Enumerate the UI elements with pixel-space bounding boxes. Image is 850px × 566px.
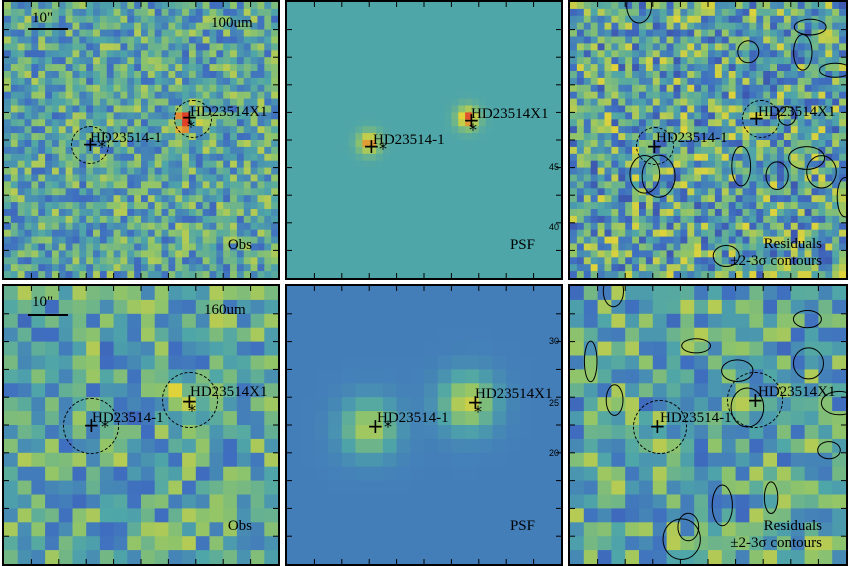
contour-line [793,347,824,380]
source-cross-icon: + [367,414,384,438]
source-label: HD23514X1 [475,386,553,402]
aperture-circle [162,372,218,428]
source-cross-icon: + [748,106,765,130]
source-label: HD23514X1 [190,104,268,120]
contour-line [806,155,837,189]
source-label: HD23514-1 [656,130,728,146]
contour-legend: ±2-3σ contours [730,535,822,551]
contour-line [836,177,846,218]
image-psf-160um [287,286,561,564]
source-label: HD23514-1 [90,130,162,146]
aperture-circle [742,100,780,138]
axis-tick: 20 [548,448,559,458]
source-label: HD23514X1 [471,106,549,122]
source-cross-icon: + [181,389,198,413]
panel-type-label: Residuals ±2-3σ contours [730,518,822,552]
contour-line [817,441,841,460]
image-obs-100um [4,2,278,278]
image-psf-100um [287,2,561,278]
contour-line [626,2,652,24]
scale-label: 10" [32,10,54,26]
aperture-circle [727,372,783,428]
band-label: 160um [204,302,246,318]
contour-line [711,484,733,527]
axis-tick: 40 [548,222,559,232]
contour-line [763,481,779,514]
band-label: 100um [211,15,253,31]
contour-line [677,512,700,542]
source-cross-icon: + [363,134,380,158]
contour-line [712,245,740,267]
source-cross-icon: + [649,414,666,438]
source-cross-icon: + [181,105,198,129]
source-label: HD23514-1 [92,410,164,426]
source-cross-icon: + [82,132,99,156]
source-cross-icon: + [747,388,764,412]
panel-residuals-100um: + + HD23514-1 HD23514X1 Residuals ±2-3σ … [568,0,848,280]
asterisk-icon: * [384,417,392,436]
source-cross-icon: + [646,134,663,158]
panel-type-label: Residuals ±2-3σ contours [730,236,822,270]
contour-line [792,309,822,329]
source-cross-icon: + [83,413,100,437]
scale-label: 10" [32,294,54,310]
contour-line [662,518,701,560]
contour-line [820,390,846,416]
aperture-circle [636,127,674,165]
source-label: HD23514-1 [660,410,732,426]
panel-obs-100um: 10" 100um + * + * HD23514-1 HD23514X1 Ob… [2,0,280,280]
panel-residuals-160um: + + HD23514-1 HD23514X1 Residuals ±2-3σ … [568,284,848,566]
source-label: HD23514-1 [373,132,445,148]
source-cross-icon: + [467,390,484,414]
asterisk-icon: * [98,137,106,156]
aperture-circle [633,400,687,454]
contour-legend: ±2-3σ contours [730,253,822,269]
source-cross-icon: + [463,108,480,132]
asterisk-icon: * [469,120,477,139]
contour-line [681,338,711,354]
aperture-circle [71,126,109,164]
contour-line [765,161,789,190]
asterisk-icon: * [187,117,195,136]
scale-bar [28,314,68,316]
asterisk-icon: * [188,401,196,420]
panel-psf-100um: + * + * HD23514-1 HD23514X1 PSF 40 45 [285,0,563,280]
residuals-title: Residuals [763,236,822,252]
scale-bar [28,28,68,30]
panel-type-label: Obs [227,237,252,253]
image-residuals-100um [570,2,846,278]
asterisk-icon: * [101,417,109,436]
axis-tick: 25 [548,398,559,408]
panel-psf-160um: + * + * HD23514-1 HD23514X1 PSF 30 25 20 [285,284,563,566]
source-label: HD23514X1 [758,384,836,400]
contour-line [737,40,760,64]
asterisk-icon: * [474,402,482,421]
contour-line [793,18,827,36]
aperture-circle [174,100,212,138]
asterisk-icon: * [379,139,387,158]
panel-type-label: Obs [227,518,252,534]
contour-line [731,145,752,187]
axis-tick: 30 [548,336,559,346]
panel-obs-160um: 10" 160um + * + * HD23514-1 HD23514X1 Ob… [2,284,280,566]
residuals-title: Residuals [763,518,822,534]
source-label: HD23514-1 [377,410,449,426]
panel-type-label: PSF [509,237,535,253]
contour-line [583,340,598,383]
contour-line [602,286,624,308]
contour-line [819,62,846,78]
axis-tick: 45 [548,162,559,172]
source-label: HD23514X1 [190,384,268,400]
contour-line [605,384,624,416]
panel-type-label: PSF [509,518,535,534]
aperture-circle [63,398,119,454]
source-label: HD23514X1 [758,104,836,120]
